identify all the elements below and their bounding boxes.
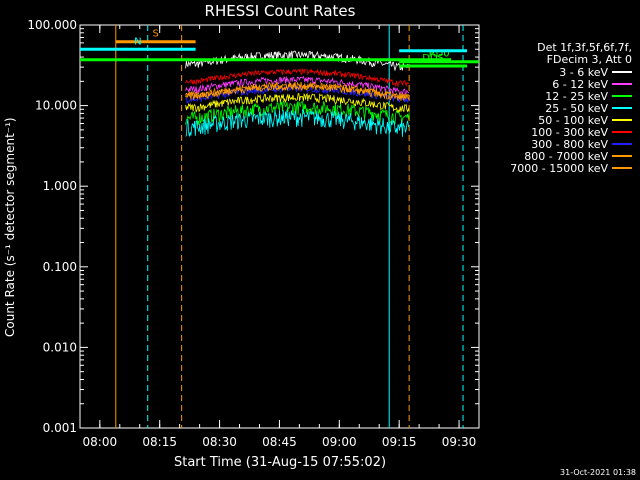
y-tick-label: 100.000	[27, 18, 77, 32]
x-tick-label: 09:00	[322, 435, 357, 449]
y-axis-label: Count Rate (s⁻¹ detector segment⁻¹)	[3, 117, 17, 337]
legend-swatch	[612, 107, 632, 109]
legend-entry: 3 - 6 keV	[486, 65, 632, 79]
x-tick-label: 08:30	[202, 435, 237, 449]
y-tick-label: 0.100	[43, 260, 77, 274]
legend-swatch	[612, 119, 632, 121]
series-line	[185, 75, 410, 96]
legend-entry-label: 12 - 25 keV	[545, 89, 608, 103]
legend-swatch	[612, 95, 632, 97]
legend-swatch	[612, 167, 632, 169]
state-bar-label: S	[153, 29, 159, 40]
legend-swatch	[612, 71, 632, 73]
chart-title: RHESSI Count Rates	[204, 2, 356, 20]
state-bar-label: RD0	[429, 49, 450, 60]
legend-swatch	[612, 143, 632, 145]
legend-entry: 300 - 800 keV	[486, 137, 632, 151]
legend-entry-label: 6 - 12 keV	[552, 77, 608, 91]
legend-entry: 25 - 50 keV	[486, 101, 632, 115]
legend-entry: 800 - 7000 keV	[486, 149, 632, 163]
legend-rows: 3 - 6 keV 6 - 12 keV 12 - 25 keV 25 - 50 ke…	[486, 65, 632, 175]
y-tick-label: 1.000	[43, 179, 77, 193]
legend-entry-label: 50 - 100 keV	[538, 113, 608, 127]
legend-swatch	[612, 155, 632, 157]
x-tick-label: 08:15	[142, 435, 177, 449]
plot-frame	[79, 24, 480, 429]
legend-header-line: Det 1f,3f,5f,6f,7f,	[537, 41, 632, 54]
legend-entry-label: 800 - 7000 keV	[524, 149, 608, 163]
legend-entry: 7000 - 15000 keV	[486, 161, 632, 175]
legend-entry: 12 - 25 keV	[486, 89, 632, 103]
series-line	[185, 67, 410, 88]
timestamp: 31-Oct-2021 01:38	[560, 468, 636, 477]
legend-entry: 6 - 12 keV	[486, 77, 632, 91]
legend-entry-label: 3 - 6 keV	[559, 65, 608, 79]
series-line	[185, 108, 410, 137]
series-line	[185, 84, 410, 105]
y-tick-label: 0.001	[43, 421, 77, 435]
x-tick-label: 09:30	[442, 435, 477, 449]
x-tick-label: 08:45	[262, 435, 297, 449]
series-line	[185, 81, 410, 101]
legend-swatch	[612, 83, 632, 85]
legend-entry: 50 - 100 keV	[486, 113, 632, 127]
y-tick-label: 0.010	[43, 340, 77, 354]
legend-entry-label: 100 - 300 keV	[531, 125, 608, 139]
legend-entry-label: 25 - 50 keV	[545, 101, 608, 115]
legend-entry: 100 - 300 keV	[486, 125, 632, 139]
legend-swatch	[612, 131, 632, 133]
series-line	[185, 92, 410, 114]
y-tick-label: 10.000	[35, 99, 77, 113]
state-bar-label: DDS	[422, 53, 444, 64]
x-axis-label: Start Time (31-Aug-15 07:55:02)	[173, 455, 387, 470]
series-line	[185, 82, 410, 101]
legend-entry-label: 7000 - 15000 keV	[510, 161, 608, 175]
legend-header-line: FDecim 3, Att 0	[546, 53, 632, 66]
x-tick-label: 09:15	[382, 435, 417, 449]
x-tick-label: 08:00	[83, 435, 118, 449]
legend-entry-label: 300 - 800 keV	[531, 137, 608, 151]
legend: Det 1f,3f,5f,6f,7f, FDecim 3, Att 0 3 - …	[486, 41, 632, 175]
state-bar-label: N	[134, 36, 141, 47]
